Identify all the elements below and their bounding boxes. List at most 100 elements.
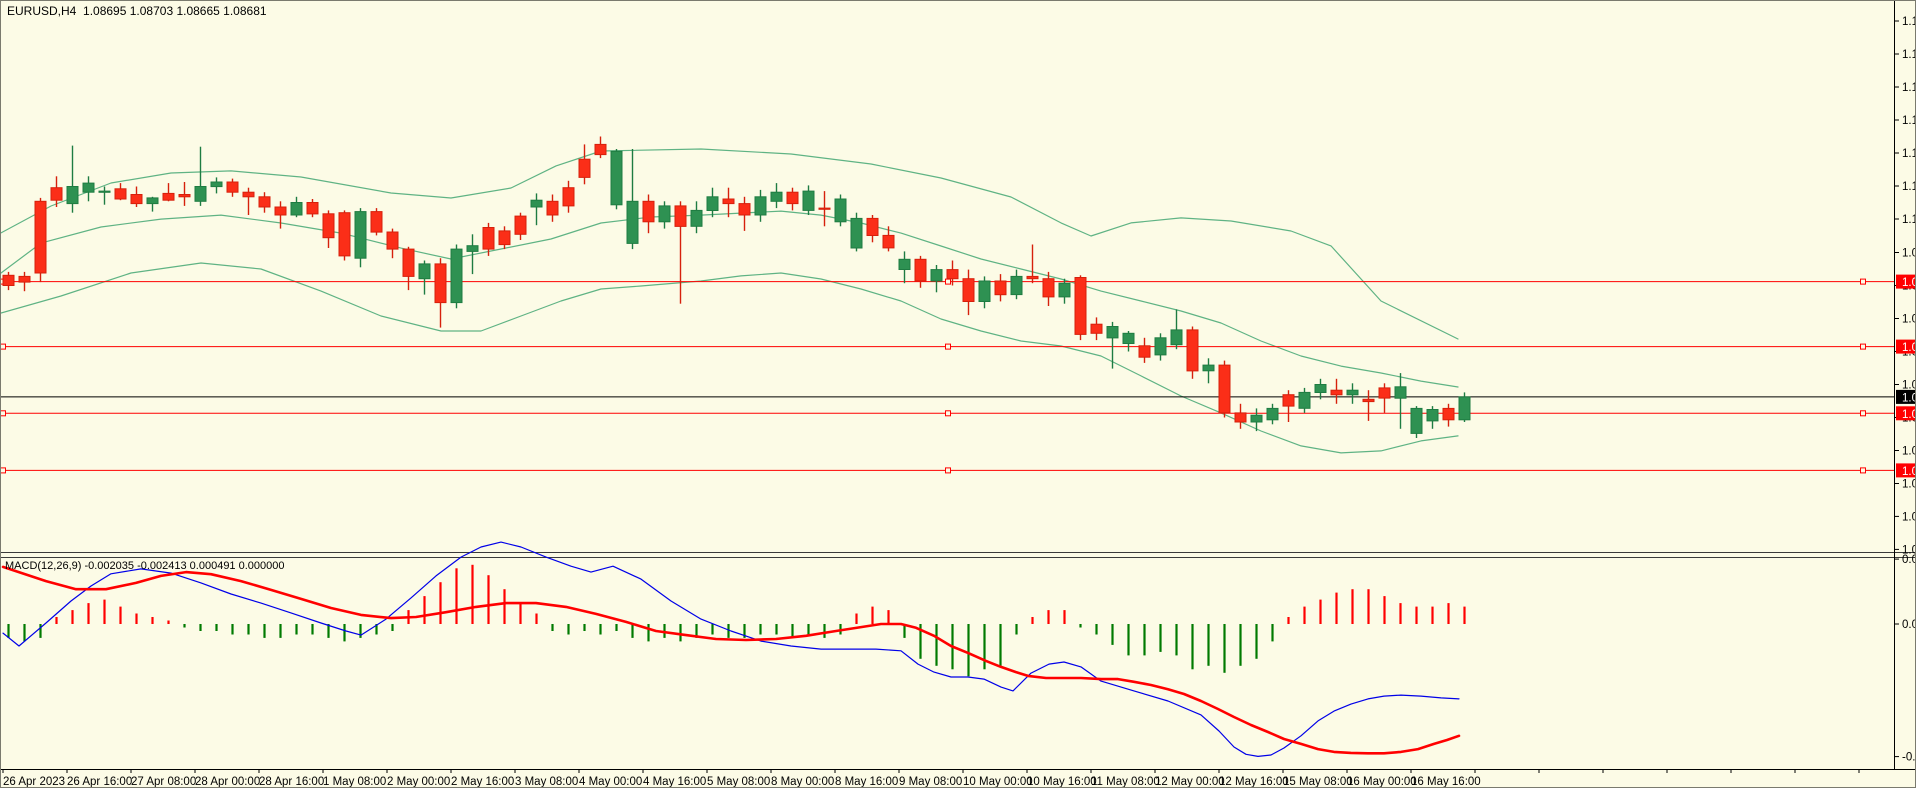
hline-drag-handle[interactable] bbox=[945, 467, 951, 474]
candle-body bbox=[34, 200, 47, 274]
candle-body bbox=[1170, 329, 1183, 346]
candle-body bbox=[130, 194, 143, 205]
candle-body bbox=[1346, 389, 1359, 396]
candle-body bbox=[946, 269, 959, 280]
chart-title: EURUSD,H4 1.08695 1.08703 1.08665 1.0868… bbox=[7, 4, 267, 18]
price-tag-bg bbox=[1896, 463, 1915, 478]
candle-body bbox=[370, 211, 383, 233]
candle-body bbox=[530, 199, 543, 208]
price-tag-label: 1.09123 bbox=[1902, 342, 1916, 354]
candle-body bbox=[1106, 326, 1119, 339]
candle-body bbox=[1266, 407, 1279, 421]
candle-body bbox=[802, 190, 815, 211]
time-tick-label: 9 May 08:00 bbox=[899, 776, 962, 788]
hline-drag-handle[interactable] bbox=[1860, 410, 1866, 417]
candle-body bbox=[1010, 275, 1023, 296]
candle-body bbox=[1426, 409, 1439, 422]
candle-body bbox=[1378, 387, 1391, 399]
candle-body bbox=[418, 263, 431, 280]
time-tick-label: 28 Apr 16:00 bbox=[259, 776, 324, 788]
candle-body bbox=[1410, 407, 1423, 434]
candle-body bbox=[850, 217, 863, 249]
price-tag-label: 1.08035 bbox=[1902, 466, 1916, 478]
price-tick-label: 1.07340 bbox=[1902, 544, 1916, 556]
candle-body bbox=[306, 202, 319, 215]
time-tick-label: 15 May 08:00 bbox=[1283, 776, 1353, 788]
price-tag-bg bbox=[1896, 389, 1915, 404]
candle-body bbox=[98, 190, 111, 193]
price-tag-label: 1.08537 bbox=[1902, 409, 1916, 421]
hline-drag-handle[interactable] bbox=[1860, 343, 1866, 350]
price-tag-label: 1.08681 bbox=[1902, 392, 1916, 404]
candle-body bbox=[466, 245, 479, 252]
hline-drag-handle[interactable] bbox=[1, 410, 6, 417]
candle-body bbox=[706, 196, 719, 212]
price-tick-label: 1.10825 bbox=[1902, 148, 1916, 160]
candle-body bbox=[514, 215, 527, 235]
candle-body bbox=[1442, 407, 1455, 421]
candle-body bbox=[962, 278, 975, 303]
time-tick-label: 10 May 16:00 bbox=[1027, 776, 1097, 788]
macd-main-line bbox=[2, 541, 1460, 757]
candle-body bbox=[1122, 332, 1135, 344]
candle-body bbox=[626, 200, 639, 244]
candle-body bbox=[1330, 389, 1343, 396]
candle-body bbox=[114, 188, 127, 200]
hline-drag-handle[interactable] bbox=[1860, 467, 1866, 474]
price-tick-label: 1.08210 bbox=[1902, 446, 1916, 458]
time-tick-label: 28 Apr 00:00 bbox=[195, 776, 260, 788]
price-tick-label: 1.09950 bbox=[1902, 248, 1916, 260]
hline-drag-handle[interactable] bbox=[1, 467, 6, 474]
candle-body bbox=[2, 274, 15, 286]
time-tick-label: 8 May 16:00 bbox=[835, 776, 898, 788]
candle-body bbox=[1314, 384, 1327, 393]
macd-signal-line bbox=[1, 565, 1461, 755]
time-tick-label: 26 Apr 2023 bbox=[3, 776, 65, 788]
candle-body bbox=[546, 200, 559, 216]
time-tick-label: 2 May 16:00 bbox=[451, 776, 514, 788]
candle-body bbox=[1202, 364, 1215, 372]
price-tag-bg bbox=[1896, 406, 1915, 421]
hline-drag-handle[interactable] bbox=[945, 278, 951, 285]
time-tick-label: 26 Apr 16:00 bbox=[67, 776, 132, 788]
candle-body bbox=[610, 150, 623, 206]
candle-body bbox=[1074, 277, 1087, 335]
candle-body bbox=[1042, 278, 1055, 298]
time-tick-label: 16 May 00:00 bbox=[1347, 776, 1417, 788]
candle-body bbox=[1362, 398, 1375, 403]
hline-drag-handle[interactable] bbox=[945, 343, 951, 350]
time-tick-label: 2 May 00:00 bbox=[387, 776, 450, 788]
hline-drag-handle[interactable] bbox=[945, 410, 951, 417]
hline-drag-handle[interactable] bbox=[1, 343, 6, 350]
candle-body bbox=[1090, 323, 1103, 334]
macd-axis-label: 0.001863 bbox=[1902, 554, 1916, 566]
price-tick-label: 1.11115 bbox=[1902, 115, 1916, 127]
candle-body bbox=[578, 158, 591, 178]
symbol-period-label: EURUSD,H4 bbox=[7, 4, 77, 18]
candle-body bbox=[18, 275, 31, 283]
time-tick-label: 16 May 16:00 bbox=[1411, 776, 1481, 788]
price-tick-label: 1.08790 bbox=[1902, 380, 1916, 392]
price-tag-label: 1.09694 bbox=[1902, 277, 1916, 289]
time-tick-label: 4 May 16:00 bbox=[643, 776, 706, 788]
bollinger-upper-band-line bbox=[1, 148, 1459, 340]
candle-body bbox=[1298, 391, 1311, 409]
candle-body bbox=[738, 203, 751, 216]
candle-body bbox=[786, 191, 799, 205]
candle-body bbox=[82, 182, 95, 193]
candle-body bbox=[402, 248, 415, 277]
hline-drag-handle[interactable] bbox=[1860, 278, 1866, 285]
time-tick-label: 8 May 00:00 bbox=[771, 776, 834, 788]
time-tick-label: 12 May 16:00 bbox=[1219, 776, 1289, 788]
candle-body bbox=[274, 206, 287, 216]
time-tick-label: 3 May 08:00 bbox=[515, 776, 578, 788]
candle-body bbox=[66, 186, 79, 205]
price-tick-label: 1.07630 bbox=[1902, 511, 1916, 523]
candle-body bbox=[1026, 275, 1039, 280]
price-tick-label: 1.11405 bbox=[1902, 82, 1916, 94]
candle-body bbox=[338, 212, 351, 257]
bollinger-lower-band-line bbox=[1, 262, 1459, 454]
candle-body bbox=[1282, 394, 1295, 407]
